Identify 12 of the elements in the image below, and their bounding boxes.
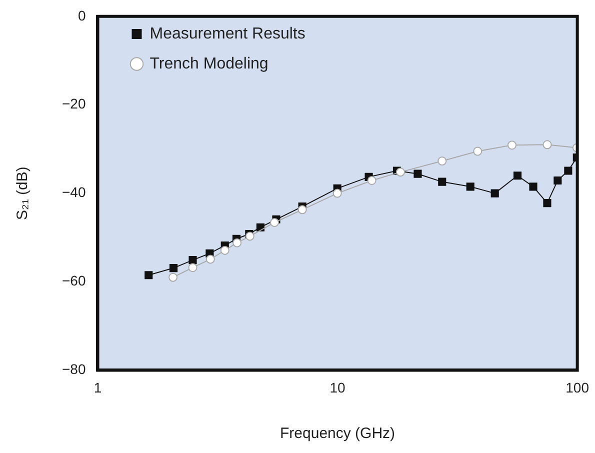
legend-label: Trench Modeling [150, 55, 268, 72]
y-tick-label: −60 [62, 272, 86, 289]
x-tick-label: 1 [94, 379, 102, 396]
x-tick-label: 10 [330, 379, 346, 396]
y-tick-label: 0 [78, 7, 86, 24]
y-tick-label: −80 [62, 361, 86, 378]
y-tick-label: −20 [62, 96, 86, 112]
x-tick-label: 100 [566, 379, 590, 396]
x-axis-title: Frequency (GHz) [280, 425, 396, 442]
legend-label: Measurement Results [150, 25, 306, 42]
y-tick-label: −40 [62, 184, 86, 200]
y-axis-title: S₂₁ (dB) [14, 166, 32, 220]
